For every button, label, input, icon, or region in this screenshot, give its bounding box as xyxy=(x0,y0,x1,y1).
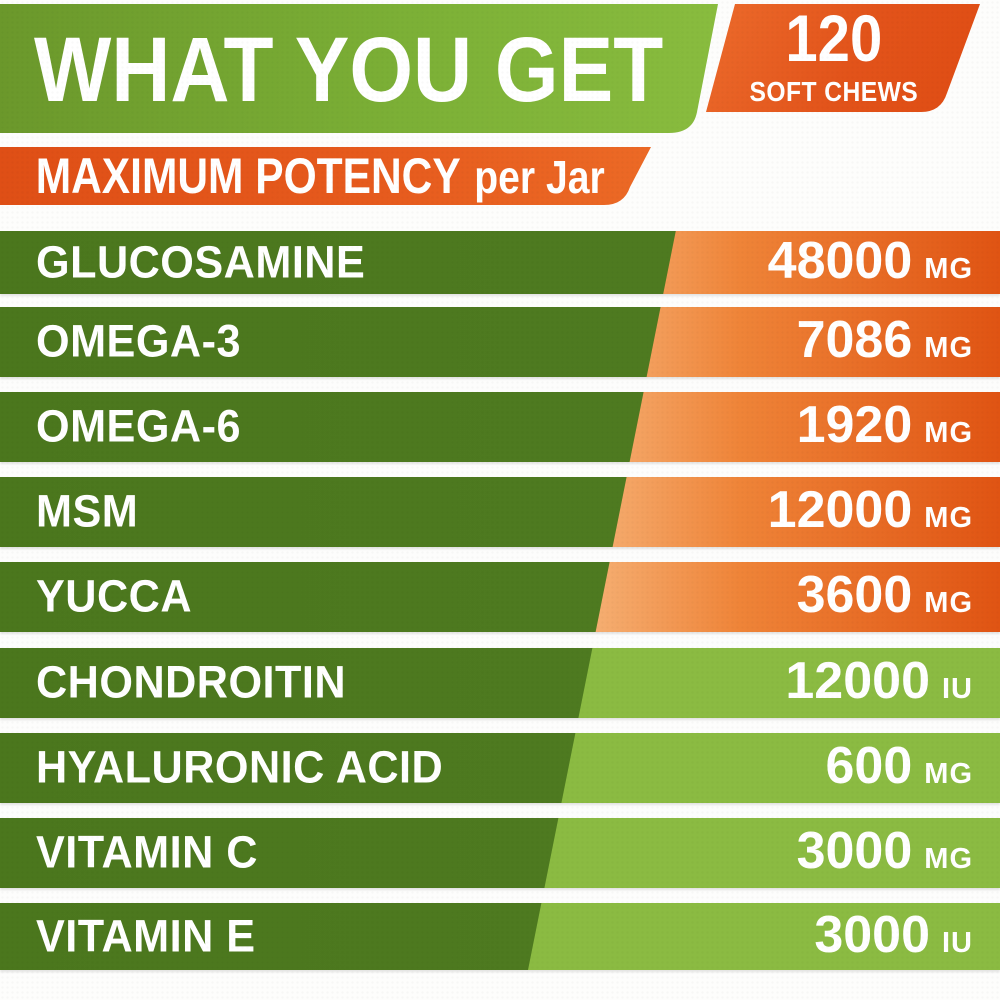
potency-text: MAXIMUM POTENCY per Jar xyxy=(0,151,605,201)
amount-unit: MG xyxy=(924,757,973,790)
amount-number: 1920 xyxy=(796,395,913,454)
ingredient-amount: 3000 MG xyxy=(797,825,973,877)
table-row: OMEGA-3 7086 MG xyxy=(0,307,1000,377)
row-ingredient-band xyxy=(0,818,559,888)
amount-unit: IU xyxy=(942,672,973,705)
row-ingredient-band xyxy=(0,648,593,718)
amount-unit: MG xyxy=(924,842,973,875)
ingredient-amount: 7086 MG xyxy=(797,314,973,366)
ingredient-amount: 48000 MG xyxy=(768,234,973,286)
ingredient-name: YUCCA xyxy=(36,570,193,622)
row-ingredient-band xyxy=(0,307,661,377)
amount-number: 7086 xyxy=(796,310,913,369)
ingredient-name: VITAMIN C xyxy=(36,826,258,878)
badge-label: SOFT CHEWS xyxy=(749,76,919,108)
table-row: OMEGA-6 1920 MG xyxy=(0,392,1000,462)
table-row: VITAMIN C 3000 MG xyxy=(0,818,1000,888)
potency-suffix-text: per Jar xyxy=(474,151,605,203)
amount-unit: MG xyxy=(924,416,973,449)
amount-unit: MG xyxy=(924,331,973,364)
ingredient-amount: 3000 IU xyxy=(814,908,973,960)
table-row: VITAMIN E 3000 IU xyxy=(0,903,1000,970)
row-ingredient-band xyxy=(0,903,542,970)
table-row: CHONDROITIN 12000 IU xyxy=(0,648,1000,718)
header-band: WHAT YOU GET xyxy=(0,4,740,133)
ingredient-name: MSM xyxy=(36,485,139,537)
ingredient-amount: 12000 IU xyxy=(785,655,973,707)
ingredient-name: HYALURONIC ACID xyxy=(36,741,444,793)
amount-number: 12000 xyxy=(785,651,930,710)
ingredient-name: VITAMIN E xyxy=(36,910,256,962)
amount-unit: IU xyxy=(942,926,973,959)
row-ingredient-band xyxy=(0,562,610,632)
ingredient-amount: 12000 MG xyxy=(768,484,973,536)
ingredient-name: OMEGA-6 xyxy=(36,400,241,452)
table-row: MSM 12000 MG xyxy=(0,477,1000,547)
amount-unit: MG xyxy=(924,586,973,619)
amount-number: 12000 xyxy=(767,480,913,539)
amount-number: 3000 xyxy=(796,821,913,880)
ingredient-amount: 600 MG xyxy=(826,740,973,792)
amount-unit: MG xyxy=(924,501,973,534)
amount-number: 600 xyxy=(825,736,913,795)
table-row: GLUCOSAMINE 48000 MG xyxy=(0,231,1000,294)
amount-unit: MG xyxy=(924,252,973,285)
table-row: HYALURONIC ACID 600 MG xyxy=(0,733,1000,803)
row-ingredient-band xyxy=(0,231,676,294)
page-title: WHAT YOU GET xyxy=(34,19,664,121)
amount-number: 48000 xyxy=(767,231,913,290)
row-ingredient-band xyxy=(0,392,644,462)
ingredient-amount: 3600 MG xyxy=(797,569,973,621)
ingredient-name: GLUCOSAMINE xyxy=(36,236,366,288)
ingredient-name: OMEGA-3 xyxy=(36,315,241,367)
ingredient-name: CHONDROITIN xyxy=(36,656,347,708)
row-ingredient-band xyxy=(0,477,627,547)
amount-number: 3000 xyxy=(814,905,930,964)
amount-number: 3600 xyxy=(796,565,913,624)
ingredient-amount: 1920 MG xyxy=(797,399,973,451)
potency-bold-text: MAXIMUM POTENCY xyxy=(35,148,461,204)
table-row: YUCCA 3600 MG xyxy=(0,562,1000,632)
soft-chews-badge: 120 SOFT CHEWS xyxy=(690,4,990,112)
potency-band: MAXIMUM POTENCY per Jar xyxy=(0,147,660,205)
badge-count: 120 xyxy=(785,1,883,75)
row-ingredient-band xyxy=(0,733,576,803)
